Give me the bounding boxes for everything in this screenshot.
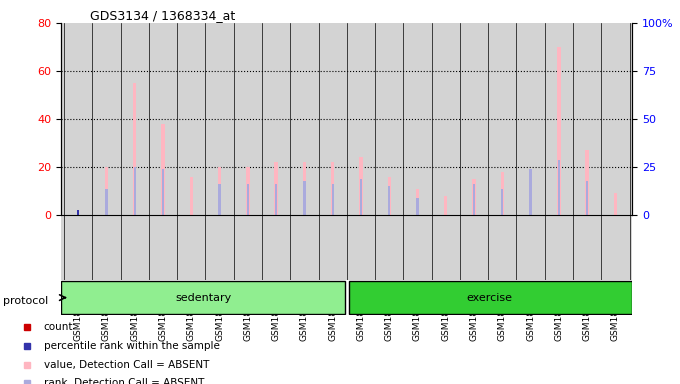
Bar	[473, 184, 475, 215]
Bar	[614, 194, 617, 215]
Bar	[332, 184, 334, 215]
Bar	[416, 198, 419, 215]
Bar	[78, 210, 79, 215]
Bar	[585, 150, 589, 215]
Text: GDS3134 / 1368334_at: GDS3134 / 1368334_at	[90, 9, 235, 22]
Bar	[586, 182, 588, 215]
Bar	[218, 184, 221, 215]
Text: protocol: protocol	[3, 296, 49, 306]
Bar	[388, 186, 390, 215]
Bar	[133, 83, 137, 215]
Bar	[500, 172, 504, 215]
Text: count: count	[44, 322, 73, 332]
Text: sedentary: sedentary	[176, 293, 232, 303]
Text: exercise: exercise	[466, 293, 513, 303]
Bar	[359, 157, 362, 215]
Bar	[530, 169, 532, 215]
Bar	[473, 179, 476, 215]
Bar	[558, 160, 560, 215]
Bar	[275, 184, 277, 215]
Bar	[303, 182, 305, 215]
Bar	[331, 162, 335, 215]
Text: value, Detection Call = ABSENT: value, Detection Call = ABSENT	[44, 360, 209, 370]
Bar	[557, 47, 560, 215]
Bar	[61, 281, 345, 314]
Bar	[246, 167, 250, 215]
Bar	[218, 167, 221, 215]
Bar	[360, 179, 362, 215]
Bar	[161, 124, 165, 215]
Bar	[247, 184, 249, 215]
Bar	[303, 162, 306, 215]
Bar	[162, 169, 164, 215]
Bar	[190, 177, 193, 215]
Text: percentile rank within the sample: percentile rank within the sample	[44, 341, 220, 351]
Bar	[105, 167, 108, 215]
Bar	[444, 196, 447, 215]
Text: rank, Detection Call = ABSENT: rank, Detection Call = ABSENT	[44, 377, 204, 384]
Bar	[529, 172, 532, 215]
Bar	[133, 167, 136, 215]
Bar	[415, 189, 419, 215]
Bar	[349, 281, 632, 314]
Bar	[501, 189, 503, 215]
Bar	[388, 177, 391, 215]
Bar	[105, 189, 107, 215]
Bar	[275, 162, 278, 215]
